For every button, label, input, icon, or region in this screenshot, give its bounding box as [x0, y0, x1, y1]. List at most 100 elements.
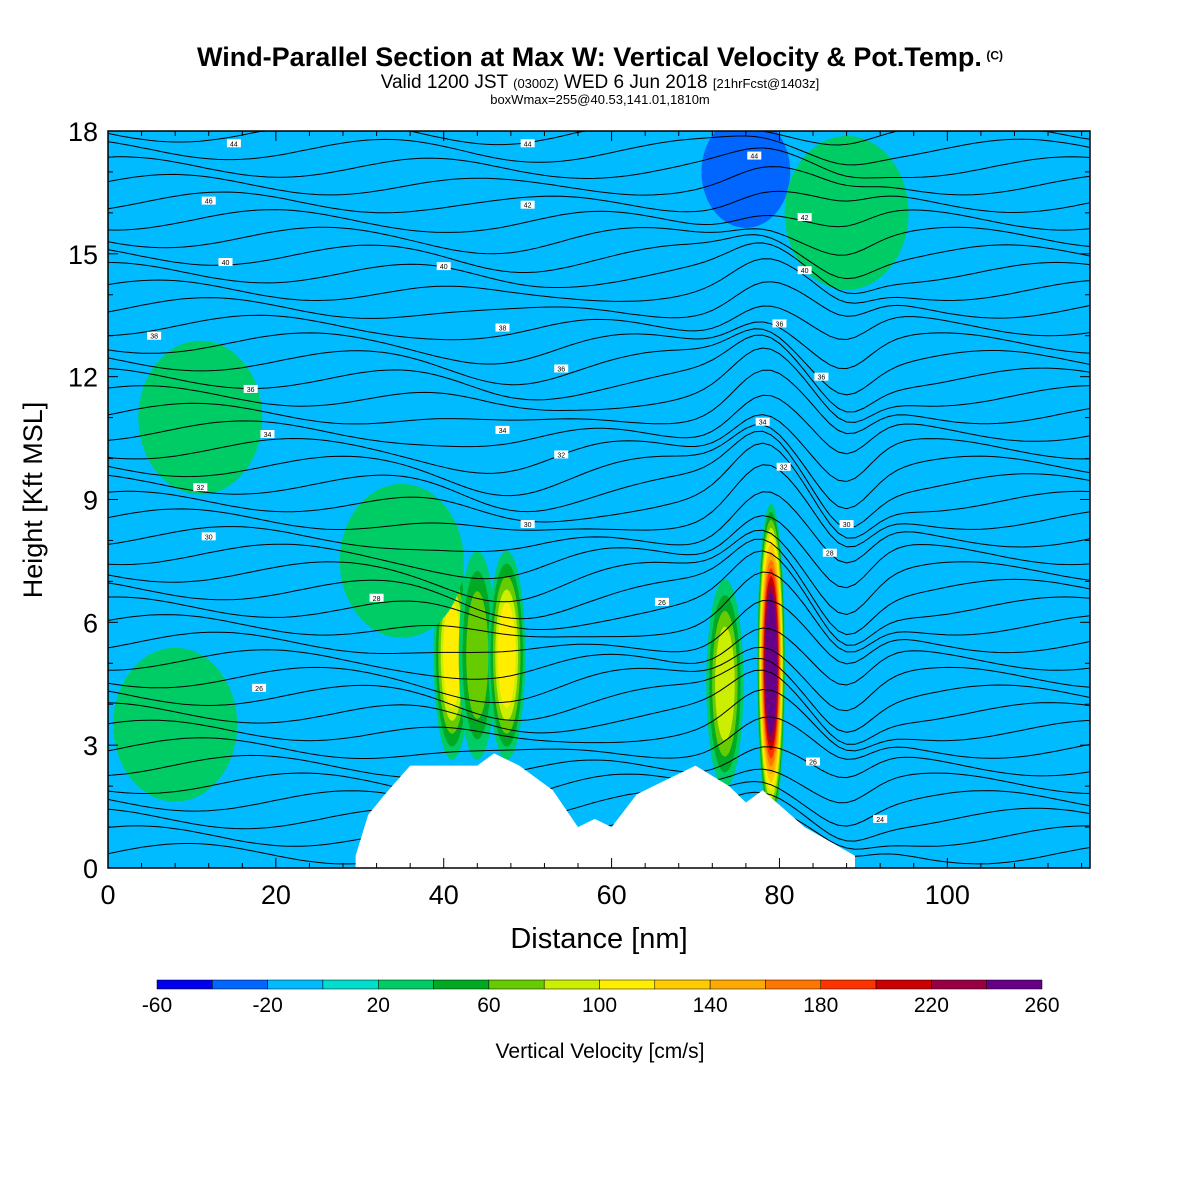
- colorbar-tick-label: 100: [582, 994, 617, 1017]
- colorbar-tick-label: 260: [1024, 994, 1059, 1017]
- velocity-band: [497, 602, 516, 708]
- colorbar-swatch: [986, 979, 1043, 990]
- colorbar-swatch: [156, 979, 213, 990]
- colorbar-tick-label: -20: [252, 994, 282, 1017]
- theta-contour: [108, 414, 1090, 483]
- contour-label-text: 40: [440, 264, 448, 271]
- y-tick-label: 15: [68, 240, 98, 270]
- theta-contour: [108, 688, 1090, 752]
- velocity-cell: [113, 647, 238, 802]
- colorbar-swatch: [709, 979, 766, 990]
- theta-contour: [108, 166, 1090, 196]
- theta-contour: [108, 669, 1090, 745]
- theta-contour: [108, 646, 1090, 712]
- x-tick-label: 20: [261, 880, 291, 910]
- theta-contour: [108, 538, 1090, 636]
- colorbar-tick-label: 220: [914, 994, 949, 1017]
- theta-contour: [108, 281, 1090, 319]
- contour-label-text: 30: [843, 522, 851, 529]
- contour-label-text: 38: [499, 326, 507, 333]
- colorbar-swatch: [322, 979, 379, 990]
- contour-label-text: 36: [776, 321, 784, 328]
- contour-label-text: 36: [818, 375, 826, 382]
- contour-label: 38: [495, 323, 510, 333]
- y-axis-label: Height [Kft MSL]: [18, 402, 48, 599]
- contour-label: 32: [776, 462, 791, 472]
- contour-label: 30: [839, 520, 854, 529]
- colorbar-swatch: [599, 979, 656, 990]
- colorbar-tick-label: -60: [142, 994, 172, 1017]
- theta-contour: [108, 369, 1090, 435]
- colorbar-swatch: [820, 979, 877, 990]
- theta-contour: [108, 571, 1090, 653]
- theta-contour: [108, 746, 1090, 780]
- contour-label: 34: [755, 417, 770, 427]
- contour-label-text: 40: [801, 268, 809, 275]
- theta-contour: [108, 226, 1090, 256]
- contour-label: 44: [747, 151, 762, 161]
- contour-label-text: 34: [264, 432, 272, 439]
- theta-contour: [108, 321, 1090, 370]
- contour-label-text: 38: [150, 334, 158, 341]
- colorbar-swatch: [654, 979, 711, 990]
- colorbar-swatch: [212, 979, 268, 990]
- theta-contour: [108, 394, 1090, 455]
- contour-label-text: 26: [255, 686, 263, 693]
- x-axis-label: Distance [nm]: [510, 923, 687, 955]
- colorbar-swatch: [433, 979, 490, 990]
- velocity-band: [715, 626, 735, 741]
- velocity-cell: [339, 483, 464, 638]
- contour-label: 32: [193, 483, 208, 492]
- contour-label: 26: [654, 597, 669, 607]
- theta-contour: [108, 347, 1090, 423]
- y-tick-label: 12: [68, 363, 98, 393]
- velocity-cell: [757, 503, 786, 823]
- theta-contour: [108, 147, 1090, 180]
- theta-contour: [108, 430, 1090, 529]
- theta-contour: [108, 135, 1090, 166]
- contour-label-text: 30: [205, 534, 213, 541]
- subtitle-forecast: [21hrFcst@1403z]: [712, 76, 820, 91]
- contour-label: 36: [772, 319, 787, 328]
- contour-label-text: 28: [826, 551, 834, 558]
- contour-label: 34: [260, 429, 275, 439]
- contour-label: 36: [814, 372, 829, 382]
- contour-label: 42: [520, 200, 535, 210]
- contour-label-text: 46: [205, 199, 213, 206]
- theta-contour: [108, 328, 1090, 396]
- velocity-band: [784, 135, 909, 290]
- theta-contour: [108, 716, 1090, 760]
- x-tick-label: 40: [429, 880, 459, 910]
- contour-label-text: 44: [230, 141, 238, 148]
- contour-label-text: 32: [780, 465, 788, 472]
- theta-contour: [108, 657, 1090, 733]
- contour-label-text: 40: [222, 260, 230, 267]
- colorbar-tick-label: 20: [367, 994, 390, 1017]
- subtitle-utc: (0300Z): [513, 76, 559, 91]
- contour-label: 40: [218, 258, 233, 267]
- contour-label-text: 28: [373, 596, 381, 603]
- contour-label: 44: [520, 139, 535, 148]
- theta-contour: [108, 514, 1090, 589]
- x-tick-label: 60: [597, 880, 627, 910]
- theta-contour: [108, 780, 1090, 827]
- plot-background: [108, 131, 1090, 868]
- theta-contour: [108, 627, 1090, 686]
- y-tick-label: 6: [83, 608, 98, 638]
- contour-label: 36: [243, 384, 258, 394]
- colorbar-swatch: [543, 979, 600, 990]
- velocity-band: [443, 602, 462, 708]
- contour-label: 30: [520, 520, 535, 529]
- colorbar-swatch: [267, 979, 324, 990]
- theta-contour: [108, 768, 1090, 804]
- contour-label-text: 44: [750, 154, 758, 161]
- y-tick-label: 3: [83, 731, 98, 761]
- contour-label: 30: [201, 532, 216, 541]
- contour-label-text: 42: [801, 215, 809, 222]
- y-tick-label: 18: [68, 117, 98, 147]
- colorbar-tick-label: 180: [803, 994, 838, 1017]
- contour-label: 26: [806, 757, 821, 767]
- theta-contour: [108, 209, 1090, 233]
- colorbar-swatch: [875, 979, 932, 990]
